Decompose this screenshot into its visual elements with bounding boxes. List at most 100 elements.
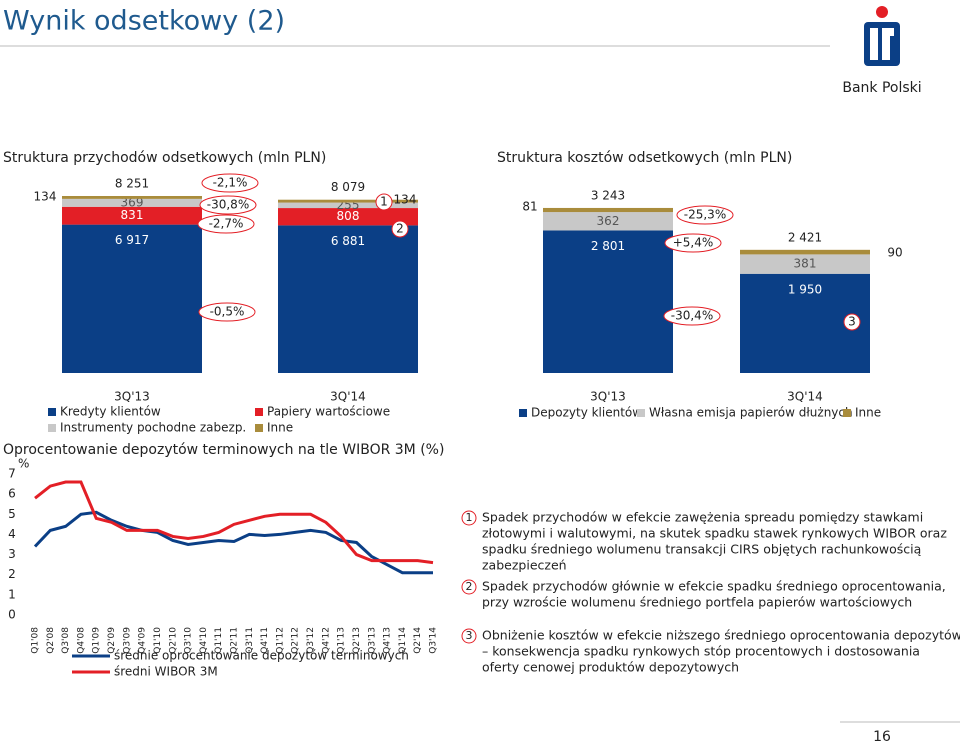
annotation-oval <box>199 195 257 215</box>
bar-segment <box>62 206 202 225</box>
bar-segment <box>740 254 870 274</box>
x-tick-label: Q4'09 <box>138 627 148 654</box>
x-tick-label: Q1'12 <box>275 627 285 654</box>
x-tick-label: Q1'13 <box>337 627 347 654</box>
legend-label: Kredyty klientów <box>60 405 161 419</box>
note-text: Obniżenie kosztów w efekcie niższego śre… <box>482 628 960 643</box>
legend-swatch <box>255 424 263 432</box>
y-tick-label: 1 <box>8 587 16 601</box>
note-text: oferty cenowej produktów depozytowych <box>482 660 739 675</box>
category-label: 3Q'14 <box>330 390 366 404</box>
note-text: zabezpieczeń <box>482 558 567 573</box>
x-tick-label: Q4'08 <box>76 627 86 654</box>
x-tick-label: Q1'14 <box>398 627 408 654</box>
x-tick-label: Q4'13 <box>383 627 393 654</box>
legend-label: Instrumenty pochodne zabezp. <box>60 421 246 435</box>
note-marker-label: 2 <box>396 222 404 236</box>
y-tick-label: 7 <box>8 467 16 481</box>
x-tick-label: Q2'09 <box>107 627 117 654</box>
line <box>34 480 434 565</box>
bar-segment <box>278 225 418 373</box>
x-tick-label: Q1'10 <box>153 627 163 654</box>
annotation: -30,4% <box>671 309 713 323</box>
annotation: -2,1% <box>213 176 248 190</box>
x-tick-label: Q1'08 <box>31 627 41 654</box>
legend-label: średnie oprocentowanie depozytów termino… <box>114 649 409 663</box>
note-marker-label: 1 <box>380 195 388 209</box>
note-marker <box>843 313 861 331</box>
value-label: 134 <box>34 190 57 204</box>
value-label: 831 <box>121 208 144 222</box>
bar-segment <box>278 199 418 203</box>
annotation-oval <box>201 173 259 193</box>
value-label: 2 801 <box>591 239 625 253</box>
legend-swatch <box>255 408 263 416</box>
annotation: -0,5% <box>210 305 245 319</box>
note-marker <box>461 510 477 526</box>
total-label: 8 251 <box>115 177 149 191</box>
slide-title: Wynik odsetkowy (2) <box>3 6 285 37</box>
x-tick-label: Q1'09 <box>92 627 102 654</box>
bar-segment <box>278 208 418 226</box>
note-marker-label: 3 <box>466 629 473 642</box>
value-label: 6 917 <box>115 233 149 247</box>
x-tick-label: Q2'10 <box>168 627 178 654</box>
note-marker-label: 2 <box>466 580 473 593</box>
bar-segment <box>543 207 673 213</box>
x-tick-label: Q1'11 <box>214 627 224 654</box>
y-tick-label: 0 <box>8 608 16 622</box>
bar-segment <box>543 212 673 231</box>
y-tick-label: 3 <box>8 547 16 561</box>
annotation: -25,3% <box>684 208 726 222</box>
legend-swatch <box>48 424 56 432</box>
note-marker <box>391 220 409 238</box>
y-tick-label: 4 <box>8 527 16 541</box>
note-marker <box>461 579 477 595</box>
value-label: 362 <box>597 214 620 228</box>
bar-segment <box>62 224 202 373</box>
note-text: przy wzroście wolumenu średniego portfel… <box>482 595 912 610</box>
total-label: 3 243 <box>591 188 625 202</box>
total-label: 2 421 <box>788 230 822 244</box>
legend-label: Własna emisja papierów dłużnych <box>649 406 853 420</box>
page-number: 16 <box>873 729 891 744</box>
y-tick-label: 5 <box>8 507 16 521</box>
note-text: Spadek przychodów głównie w efekcie spad… <box>482 579 946 594</box>
brand: Bank Polski <box>842 80 921 96</box>
annotation-oval <box>676 205 734 225</box>
x-tick-label: Q2'12 <box>291 627 301 654</box>
value-label: 81 <box>522 200 537 214</box>
note-text: Spadek przychodów w efekcie zawężenia sp… <box>482 510 923 525</box>
legend-label: Papiery wartościowe <box>267 405 390 419</box>
legend-label: średni WIBOR 3M <box>114 665 218 679</box>
note-text: spadku średniego wolumenu transakcji CIR… <box>482 542 922 557</box>
bar-segment <box>62 196 202 199</box>
annotation: +5,4% <box>673 236 714 250</box>
value-label: 1 950 <box>788 282 822 296</box>
annotation-oval <box>197 214 255 234</box>
note-marker-label: 3 <box>848 315 856 329</box>
category-label: 3Q'14 <box>787 390 823 404</box>
y-axis-label: % <box>18 457 29 471</box>
annotation-oval <box>663 306 721 326</box>
chart-title: Struktura przychodów odsetkowych (mln PL… <box>3 150 326 166</box>
note-text: – konsekwencja spadku rynkowych stóp pro… <box>482 644 920 659</box>
bar-segment <box>543 230 673 373</box>
y-tick-label: 2 <box>8 567 16 581</box>
value-label: 381 <box>794 257 817 271</box>
x-tick-label: Q4'12 <box>321 627 331 654</box>
legend-swatch <box>637 409 645 417</box>
bar-segment <box>278 202 418 209</box>
x-tick-label: Q3'08 <box>61 627 71 654</box>
x-tick-label: Q3'13 <box>367 627 377 654</box>
annotation: -2,7% <box>209 217 244 231</box>
value-label: 808 <box>337 209 360 223</box>
legend-swatch <box>519 409 527 417</box>
category-label: 3Q'13 <box>114 390 150 404</box>
chart-title: Struktura kosztów odsetkowych (mln PLN) <box>497 150 792 166</box>
x-tick-label: Q2'08 <box>46 627 56 654</box>
note-marker-label: 1 <box>466 511 473 524</box>
x-tick-label: Q2'13 <box>352 627 362 654</box>
bar-segment <box>740 249 870 255</box>
